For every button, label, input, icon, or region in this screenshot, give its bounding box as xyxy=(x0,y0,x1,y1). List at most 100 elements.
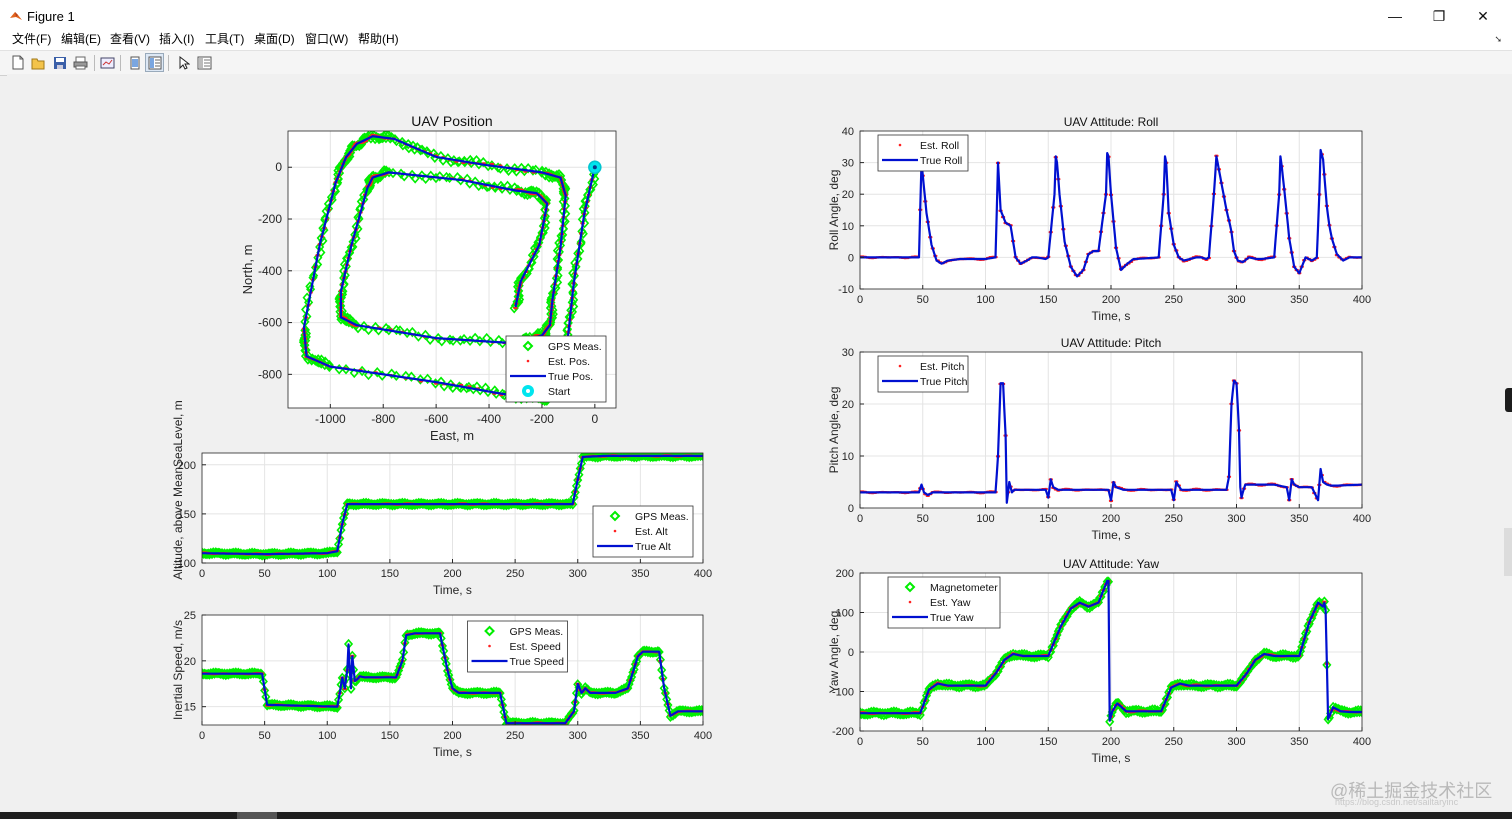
speed-chart: 0 50 100 150 200 250 300 350 400 15 20 25 Time, s Ine… xyxy=(171,610,712,759)
legend: Est. Pitch True Pitch xyxy=(877,355,969,393)
toolbar-separator xyxy=(120,55,121,71)
y-tick-label: 0 xyxy=(275,160,282,174)
x-tick-label: 300 xyxy=(569,730,587,742)
y-tick-label: 100 xyxy=(178,558,196,570)
side-tab[interactable] xyxy=(1505,388,1512,412)
y-tick-label: -800 xyxy=(258,367,282,381)
menu-desktop[interactable]: 桌面(D) xyxy=(254,32,295,46)
x-axis-label: Time, s xyxy=(1092,751,1131,765)
gps-marker xyxy=(410,173,420,184)
gps-marker xyxy=(445,674,455,685)
gps-marker xyxy=(346,683,356,695)
gps-marker xyxy=(300,350,311,362)
open-file-button[interactable] xyxy=(30,54,47,71)
y-axis-label: Altitude, above MeanSeaLevel, m xyxy=(171,400,185,579)
gps-marker xyxy=(426,170,436,181)
menu-view[interactable]: 查看(V) xyxy=(110,32,150,46)
y-axis-label: North, m xyxy=(240,245,255,295)
x-tick-label: 0 xyxy=(591,412,598,426)
dock-arrow-icon[interactable]: ➘ xyxy=(1494,34,1502,44)
x-axis-label: East, m xyxy=(430,428,474,443)
y-tick-label: -100 xyxy=(832,687,854,699)
new-figure-icon xyxy=(12,55,23,70)
gps-marker xyxy=(395,325,405,336)
x-axis-label: Time, s xyxy=(1092,309,1131,323)
print-button[interactable] xyxy=(72,54,89,71)
legend-gps-marker xyxy=(522,340,534,352)
gps-marker xyxy=(423,373,433,385)
legend-label: True Speed xyxy=(510,656,565,668)
gps-marker xyxy=(558,223,569,235)
x-tick-label: 50 xyxy=(917,736,929,748)
legend: GPS Meas. Est. Pos. True Pos. Start xyxy=(505,335,607,403)
new-figure-button[interactable] xyxy=(9,54,26,71)
x-tick-label: 400 xyxy=(1353,513,1371,525)
gps-marker xyxy=(478,156,488,168)
truth-series xyxy=(860,148,1362,278)
legend-gps-marker xyxy=(609,510,621,522)
restore-icon: ❐ xyxy=(1432,7,1446,24)
title-bar: Figure 1 — ❐ ✕ xyxy=(0,0,1512,32)
save-button[interactable] xyxy=(51,54,68,71)
edit-plot-button[interactable] xyxy=(175,54,192,71)
x-tick-label: 400 xyxy=(1353,294,1371,306)
link-plot-button[interactable] xyxy=(99,54,116,71)
legend-est-marker xyxy=(908,600,912,604)
menu-help[interactable]: 帮助(H) xyxy=(358,32,399,46)
legend-label: True Pitch xyxy=(920,376,968,388)
gps-marker xyxy=(433,332,443,344)
gps-marker xyxy=(415,374,425,385)
legend: Magnetometer Est. Yaw True Yaw xyxy=(887,576,1001,629)
gps-marker xyxy=(531,164,541,176)
taskbar xyxy=(0,812,1512,819)
gps-marker xyxy=(359,320,369,332)
y-tick-label: 0 xyxy=(848,252,854,264)
x-tick-label: 400 xyxy=(694,568,712,580)
y-tick-label: -400 xyxy=(258,264,282,278)
legend-box xyxy=(467,620,568,673)
menu-window[interactable]: 窗口(W) xyxy=(305,32,349,46)
figure-toolbar xyxy=(0,50,1512,76)
y-tick-label: 30 xyxy=(842,158,854,170)
chart-title: UAV Attitude: Roll xyxy=(1064,115,1159,129)
figure-plots: -1000 -800 -600 -400 -200 0-800-600-400-2000U… xyxy=(171,113,1371,765)
start-marker-dot xyxy=(592,165,597,170)
hide-plot-tools-button[interactable] xyxy=(126,54,143,71)
legend-label: True Pos. xyxy=(548,371,593,383)
gps-marker xyxy=(551,273,561,284)
truth-series xyxy=(202,632,703,725)
legend-gps-marker xyxy=(904,581,916,593)
gps-marker xyxy=(576,236,586,248)
y-tick-label: -600 xyxy=(258,316,282,330)
menu-file[interactable]: 文件(F) xyxy=(12,32,52,46)
y-tick-label: -200 xyxy=(832,726,854,738)
roll-chart: 0 50 100 150 200 250 300 350 400-10010203040UAV … xyxy=(827,115,1371,323)
x-tick-label: 100 xyxy=(318,568,336,580)
y-tick-label: 200 xyxy=(836,568,854,580)
gps-marker xyxy=(1127,705,1137,716)
x-tick-label: 250 xyxy=(506,568,524,580)
x-tick-label: 200 xyxy=(1102,513,1120,525)
menu-insert[interactable]: 插入(I) xyxy=(159,32,195,46)
menu-edit[interactable]: 编辑(E) xyxy=(61,32,101,46)
gps-marker xyxy=(568,708,578,719)
truth-series xyxy=(302,135,596,402)
x-tick-label: 200 xyxy=(443,568,461,580)
menu-tools[interactable]: 工具(T) xyxy=(205,32,245,46)
truth-series xyxy=(860,579,1362,722)
property-inspector-button[interactable] xyxy=(196,54,213,71)
scroll-handle[interactable] xyxy=(1504,528,1512,576)
x-axis-label: Time, s xyxy=(1092,528,1131,542)
minimize-button[interactable]: — xyxy=(1372,4,1418,28)
taskbar-item[interactable] xyxy=(237,812,277,819)
show-plot-tools-button[interactable] xyxy=(145,53,164,72)
gps-marker xyxy=(446,379,456,390)
x-tick-label: 400 xyxy=(1353,736,1371,748)
gps-marker xyxy=(528,165,538,176)
gps-marker xyxy=(470,332,480,344)
restore-button[interactable]: ❐ xyxy=(1416,4,1462,28)
close-button[interactable]: ✕ xyxy=(1460,4,1506,28)
x-tick-label: 350 xyxy=(1290,294,1308,306)
x-tick-label: 300 xyxy=(569,568,587,580)
x-tick-label: 350 xyxy=(1290,736,1308,748)
